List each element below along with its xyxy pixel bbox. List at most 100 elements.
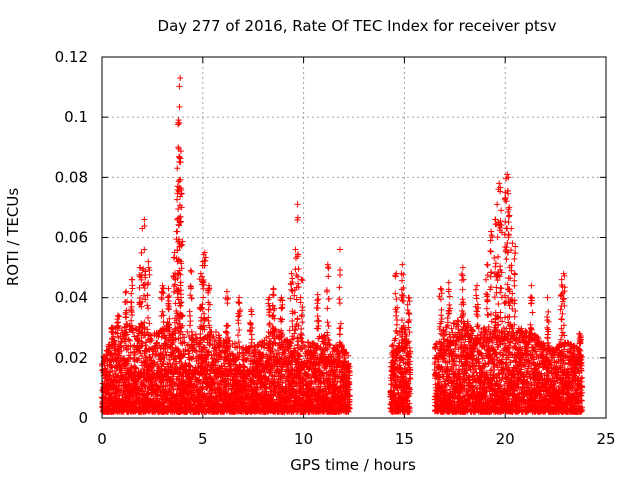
y-tick-label: 0.1 bbox=[64, 108, 88, 126]
data-point bbox=[209, 341, 216, 348]
data-point bbox=[211, 387, 218, 394]
data-point bbox=[189, 332, 196, 339]
data-point bbox=[208, 390, 215, 397]
data-point bbox=[135, 337, 142, 344]
data-point bbox=[224, 346, 231, 353]
data-point bbox=[158, 393, 165, 400]
data-point bbox=[217, 353, 224, 360]
data-point bbox=[224, 380, 231, 387]
data-point bbox=[211, 351, 218, 358]
data-point bbox=[125, 336, 132, 343]
data-point bbox=[190, 389, 197, 396]
x-tick-label: 5 bbox=[198, 430, 208, 448]
data-point bbox=[139, 340, 146, 347]
data-point bbox=[135, 355, 142, 362]
y-tick-label: 0.04 bbox=[55, 289, 88, 307]
data-points bbox=[99, 75, 586, 415]
data-point bbox=[116, 392, 123, 399]
data-point bbox=[142, 342, 149, 349]
data-point bbox=[203, 356, 210, 363]
data-point bbox=[204, 352, 211, 359]
data-point bbox=[149, 366, 156, 373]
data-point bbox=[201, 326, 208, 333]
data-point bbox=[116, 379, 123, 386]
data-point bbox=[138, 387, 145, 394]
data-point bbox=[119, 372, 126, 379]
y-tick-label: 0.12 bbox=[55, 48, 88, 66]
x-tick-label: 25 bbox=[596, 430, 615, 448]
data-point bbox=[182, 369, 189, 376]
data-point bbox=[118, 364, 125, 371]
data-point bbox=[101, 365, 108, 372]
data-point bbox=[115, 352, 122, 359]
data-point bbox=[122, 324, 129, 331]
data-point bbox=[181, 393, 188, 400]
data-point bbox=[122, 361, 129, 368]
data-point bbox=[148, 337, 155, 344]
tick-labels: 0 5 10 15 20 25 0 0.02 0.04 0.06 0.08 0.1 0.12 bbox=[55, 48, 616, 448]
x-tick-label: 20 bbox=[496, 430, 515, 448]
data-point bbox=[184, 396, 191, 403]
data-point bbox=[160, 360, 167, 367]
data-point bbox=[190, 354, 197, 361]
data-point bbox=[110, 356, 117, 363]
chart-title: Day 277 of 2016, Rate Of TEC Index for r… bbox=[158, 17, 557, 35]
data-point bbox=[186, 350, 193, 357]
x-tick-label: 10 bbox=[294, 430, 313, 448]
data-point bbox=[166, 326, 173, 333]
data-point bbox=[116, 343, 123, 350]
data-point bbox=[126, 337, 133, 344]
data-point bbox=[111, 367, 118, 374]
data-point bbox=[112, 341, 119, 348]
data-point bbox=[209, 334, 216, 341]
data-point bbox=[122, 332, 129, 339]
data-point bbox=[127, 354, 134, 361]
data-point bbox=[212, 329, 219, 336]
y-tick-label: 0.02 bbox=[55, 349, 88, 367]
data-point bbox=[154, 391, 161, 398]
data-point bbox=[187, 363, 194, 370]
data-point bbox=[218, 354, 225, 361]
data-point bbox=[124, 358, 131, 365]
data-point bbox=[106, 369, 113, 376]
data-point bbox=[151, 359, 158, 366]
data-point bbox=[159, 351, 166, 358]
data-point bbox=[196, 340, 203, 347]
data-point bbox=[170, 386, 177, 393]
data-point bbox=[129, 343, 136, 350]
y-tick-label: 0.08 bbox=[55, 168, 88, 186]
data-point bbox=[195, 377, 202, 384]
x-tick-label: 0 bbox=[97, 430, 107, 448]
data-point bbox=[193, 335, 200, 342]
data-point bbox=[197, 330, 204, 337]
data-point bbox=[215, 358, 222, 365]
data-point bbox=[154, 395, 161, 402]
data-point bbox=[213, 347, 220, 354]
grid bbox=[102, 57, 606, 418]
data-point bbox=[138, 343, 145, 350]
data-point bbox=[226, 357, 233, 364]
data-point bbox=[129, 329, 136, 336]
data-point bbox=[132, 351, 139, 358]
data-point bbox=[157, 350, 164, 357]
data-point bbox=[127, 396, 134, 403]
data-point bbox=[127, 349, 134, 356]
data-point bbox=[176, 329, 183, 336]
data-point bbox=[206, 342, 213, 349]
data-point bbox=[114, 330, 121, 337]
data-point bbox=[160, 328, 167, 335]
data-point bbox=[157, 378, 164, 385]
data-point bbox=[118, 347, 125, 354]
data-point bbox=[133, 365, 140, 372]
data-point bbox=[105, 345, 112, 352]
data-point bbox=[193, 348, 200, 355]
y-tick-label: 0.06 bbox=[55, 229, 88, 247]
data-point bbox=[179, 331, 186, 338]
data-point bbox=[123, 346, 130, 353]
y-tick-label: 0 bbox=[78, 409, 88, 427]
data-point bbox=[177, 335, 184, 342]
data-point bbox=[210, 333, 217, 340]
x-tick-label: 15 bbox=[395, 430, 414, 448]
data-point bbox=[206, 349, 213, 356]
